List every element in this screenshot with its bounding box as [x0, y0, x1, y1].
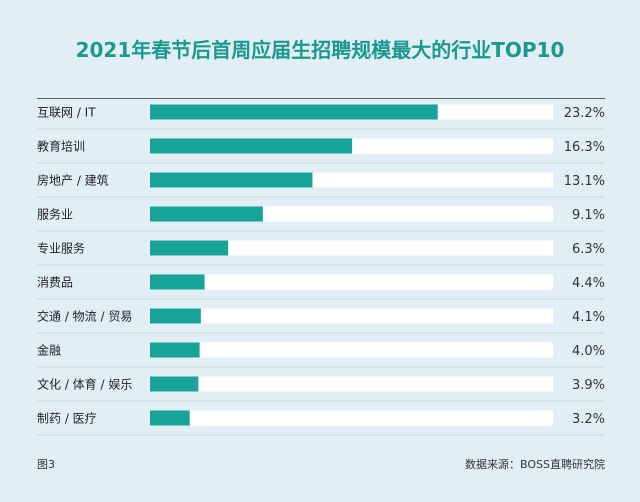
bar — [150, 240, 229, 256]
top-divider — [37, 98, 605, 99]
category-label: 服务业 — [37, 207, 73, 222]
bar-track — [150, 376, 553, 392]
value-label: 23.2% — [564, 106, 605, 121]
value-label: 9.1% — [572, 208, 605, 223]
chart-title: 2021年春节后首周应届生招聘规模最大的行业TOP10 — [75, 38, 565, 62]
category-label: 房地产 / 建筑 — [37, 173, 109, 188]
value-label: 3.9% — [572, 378, 605, 393]
bar-track — [150, 410, 553, 426]
value-label: 3.2% — [572, 412, 605, 427]
category-label: 交通 / 物流 / 贸易 — [37, 309, 132, 324]
category-label: 专业服务 — [37, 241, 85, 256]
value-label: 4.4% — [572, 276, 605, 291]
value-label: 6.3% — [572, 242, 605, 257]
value-label: 16.3% — [564, 140, 605, 155]
bar — [150, 376, 199, 392]
value-label: 13.1% — [564, 174, 605, 189]
category-label: 互联网 / IT — [37, 106, 96, 120]
figure-label: 图3 — [37, 458, 55, 471]
bar — [150, 206, 263, 222]
bar-track — [150, 342, 553, 358]
bar — [150, 342, 200, 358]
category-label: 制药 / 医疗 — [37, 412, 97, 426]
bar — [150, 410, 190, 426]
value-label: 4.0% — [572, 344, 605, 359]
bar — [150, 104, 438, 120]
data-source: 数据来源：BOSS直聘研究院 — [465, 458, 605, 471]
bar — [150, 172, 313, 188]
bar-track — [150, 274, 553, 290]
value-label: 4.1% — [572, 310, 605, 325]
bar-track — [150, 240, 553, 256]
category-label: 文化 / 体育 / 娱乐 — [37, 377, 132, 392]
category-label: 金融 — [37, 343, 61, 358]
bar — [150, 274, 205, 290]
category-label: 消费品 — [37, 276, 73, 290]
category-label: 教育培训 — [37, 139, 85, 154]
bar-track — [150, 308, 553, 324]
bar — [150, 138, 353, 154]
bar — [150, 308, 201, 324]
